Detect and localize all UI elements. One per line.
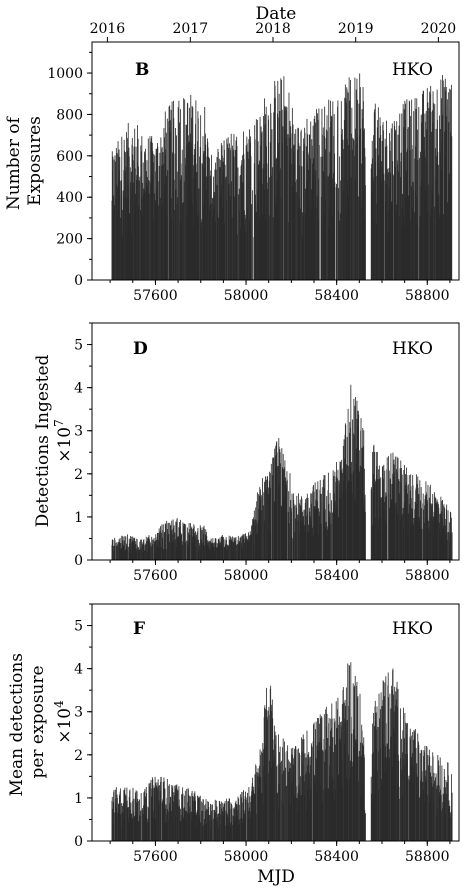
x-tick-label: 58800 bbox=[405, 849, 450, 865]
y-tick-label: 0 bbox=[74, 273, 83, 289]
panel-exposures: 0 200 400 600 800 1000 57600 58000 58400 58800 B… bbox=[4, 41, 460, 304]
panel-mean-detections: 0 1 2 3 4 5 57600 58000 58400 58800 F HKO Mean d… bbox=[7, 603, 460, 887]
y-tick-label: 0 bbox=[74, 553, 83, 569]
y-tick-label: 2 bbox=[74, 748, 83, 764]
y-axis-label-line-2: per exposure bbox=[28, 665, 48, 778]
y-ticks: 0 200 400 600 800 1000 bbox=[47, 51, 92, 289]
x-tick-label: 58800 bbox=[405, 568, 450, 584]
x-tick-label: 58000 bbox=[224, 288, 269, 304]
y-tick-label: 600 bbox=[56, 149, 83, 165]
y-axis-label: Mean detections per exposure bbox=[7, 648, 48, 797]
y-ticks: 0 1 2 3 4 5 bbox=[74, 322, 92, 569]
top-tick-label: 2020 bbox=[421, 21, 457, 37]
y-tick-label: 3 bbox=[74, 705, 83, 721]
y-tick-label: 0 bbox=[74, 834, 83, 850]
x-axis-label: MJD bbox=[257, 867, 295, 887]
y-tick-label: 1 bbox=[74, 791, 83, 807]
x-ticks: 57600 58000 58400 58800 bbox=[109, 280, 451, 304]
y-tick-label: 1 bbox=[74, 510, 83, 526]
y-tick-label: 2 bbox=[74, 467, 83, 483]
y-tick-label: 800 bbox=[56, 107, 83, 123]
panel-frame bbox=[91, 322, 460, 561]
panel-letter: B bbox=[135, 60, 149, 80]
panel-letter: F bbox=[133, 619, 145, 639]
x-tick-label: 58400 bbox=[314, 568, 359, 584]
site-label: HKO bbox=[392, 60, 433, 80]
x-tick-label: 57600 bbox=[133, 849, 178, 865]
top-year-ticks: 2016 2017 2018 2019 2020 bbox=[90, 21, 457, 42]
top-tick-label: 2018 bbox=[255, 21, 291, 37]
top-tick-label: 2019 bbox=[338, 21, 374, 37]
top-tick-label: 2016 bbox=[90, 21, 126, 37]
y-axis-multiplier: ×107 bbox=[52, 419, 75, 463]
y-axis-label-line-1: Detections Ingested bbox=[33, 354, 53, 527]
y-axis-label: Number of Exposures bbox=[4, 112, 45, 210]
y-tick-label: 5 bbox=[74, 619, 83, 635]
x-tick-label: 57600 bbox=[133, 568, 178, 584]
y-tick-label: 4 bbox=[74, 662, 83, 678]
exposures-bars bbox=[111, 73, 453, 280]
y-axis-label-line-1: Mean detections bbox=[7, 653, 27, 797]
detections-bars bbox=[111, 384, 453, 560]
x-tick-label: 58400 bbox=[314, 849, 359, 865]
mean-detections-bars bbox=[111, 662, 453, 841]
site-label: HKO bbox=[392, 619, 433, 639]
y-axis-label-line-1: Number of bbox=[4, 116, 24, 211]
panel-letter: D bbox=[133, 339, 148, 359]
x-tick-label: 58800 bbox=[405, 288, 450, 304]
x-tick-label: 58400 bbox=[314, 288, 359, 304]
x-tick-label: 58000 bbox=[224, 568, 269, 584]
site-label: HKO bbox=[392, 339, 433, 359]
panel-frame bbox=[91, 41, 460, 281]
y-tick-label: 400 bbox=[56, 190, 83, 206]
y-tick-label: 1000 bbox=[47, 66, 83, 82]
x-tick-label: 57600 bbox=[133, 288, 178, 304]
top-tick-label: 2017 bbox=[172, 21, 208, 37]
top-axis-title: Date bbox=[256, 4, 297, 24]
y-ticks: 0 1 2 3 4 5 bbox=[74, 603, 92, 850]
x-ticks: 57600 58000 58400 58800 bbox=[109, 560, 451, 584]
y-axis-multiplier: ×104 bbox=[52, 700, 75, 744]
y-axis-label: Detections Ingested bbox=[33, 354, 53, 527]
y-tick-label: 5 bbox=[74, 338, 83, 354]
x-tick-label: 58000 bbox=[224, 849, 269, 865]
x-ticks: 57600 58000 58400 58800 bbox=[109, 841, 451, 865]
y-axis-label-line-2: Exposures bbox=[25, 116, 45, 206]
y-tick-label: 4 bbox=[74, 381, 83, 397]
panel-frame bbox=[91, 603, 460, 842]
y-tick-label: 200 bbox=[56, 232, 83, 248]
panel-detections-ingested: 0 1 2 3 4 5 57600 58000 58400 58800 D HKO Detect… bbox=[33, 322, 460, 584]
y-tick-label: 3 bbox=[74, 424, 83, 440]
